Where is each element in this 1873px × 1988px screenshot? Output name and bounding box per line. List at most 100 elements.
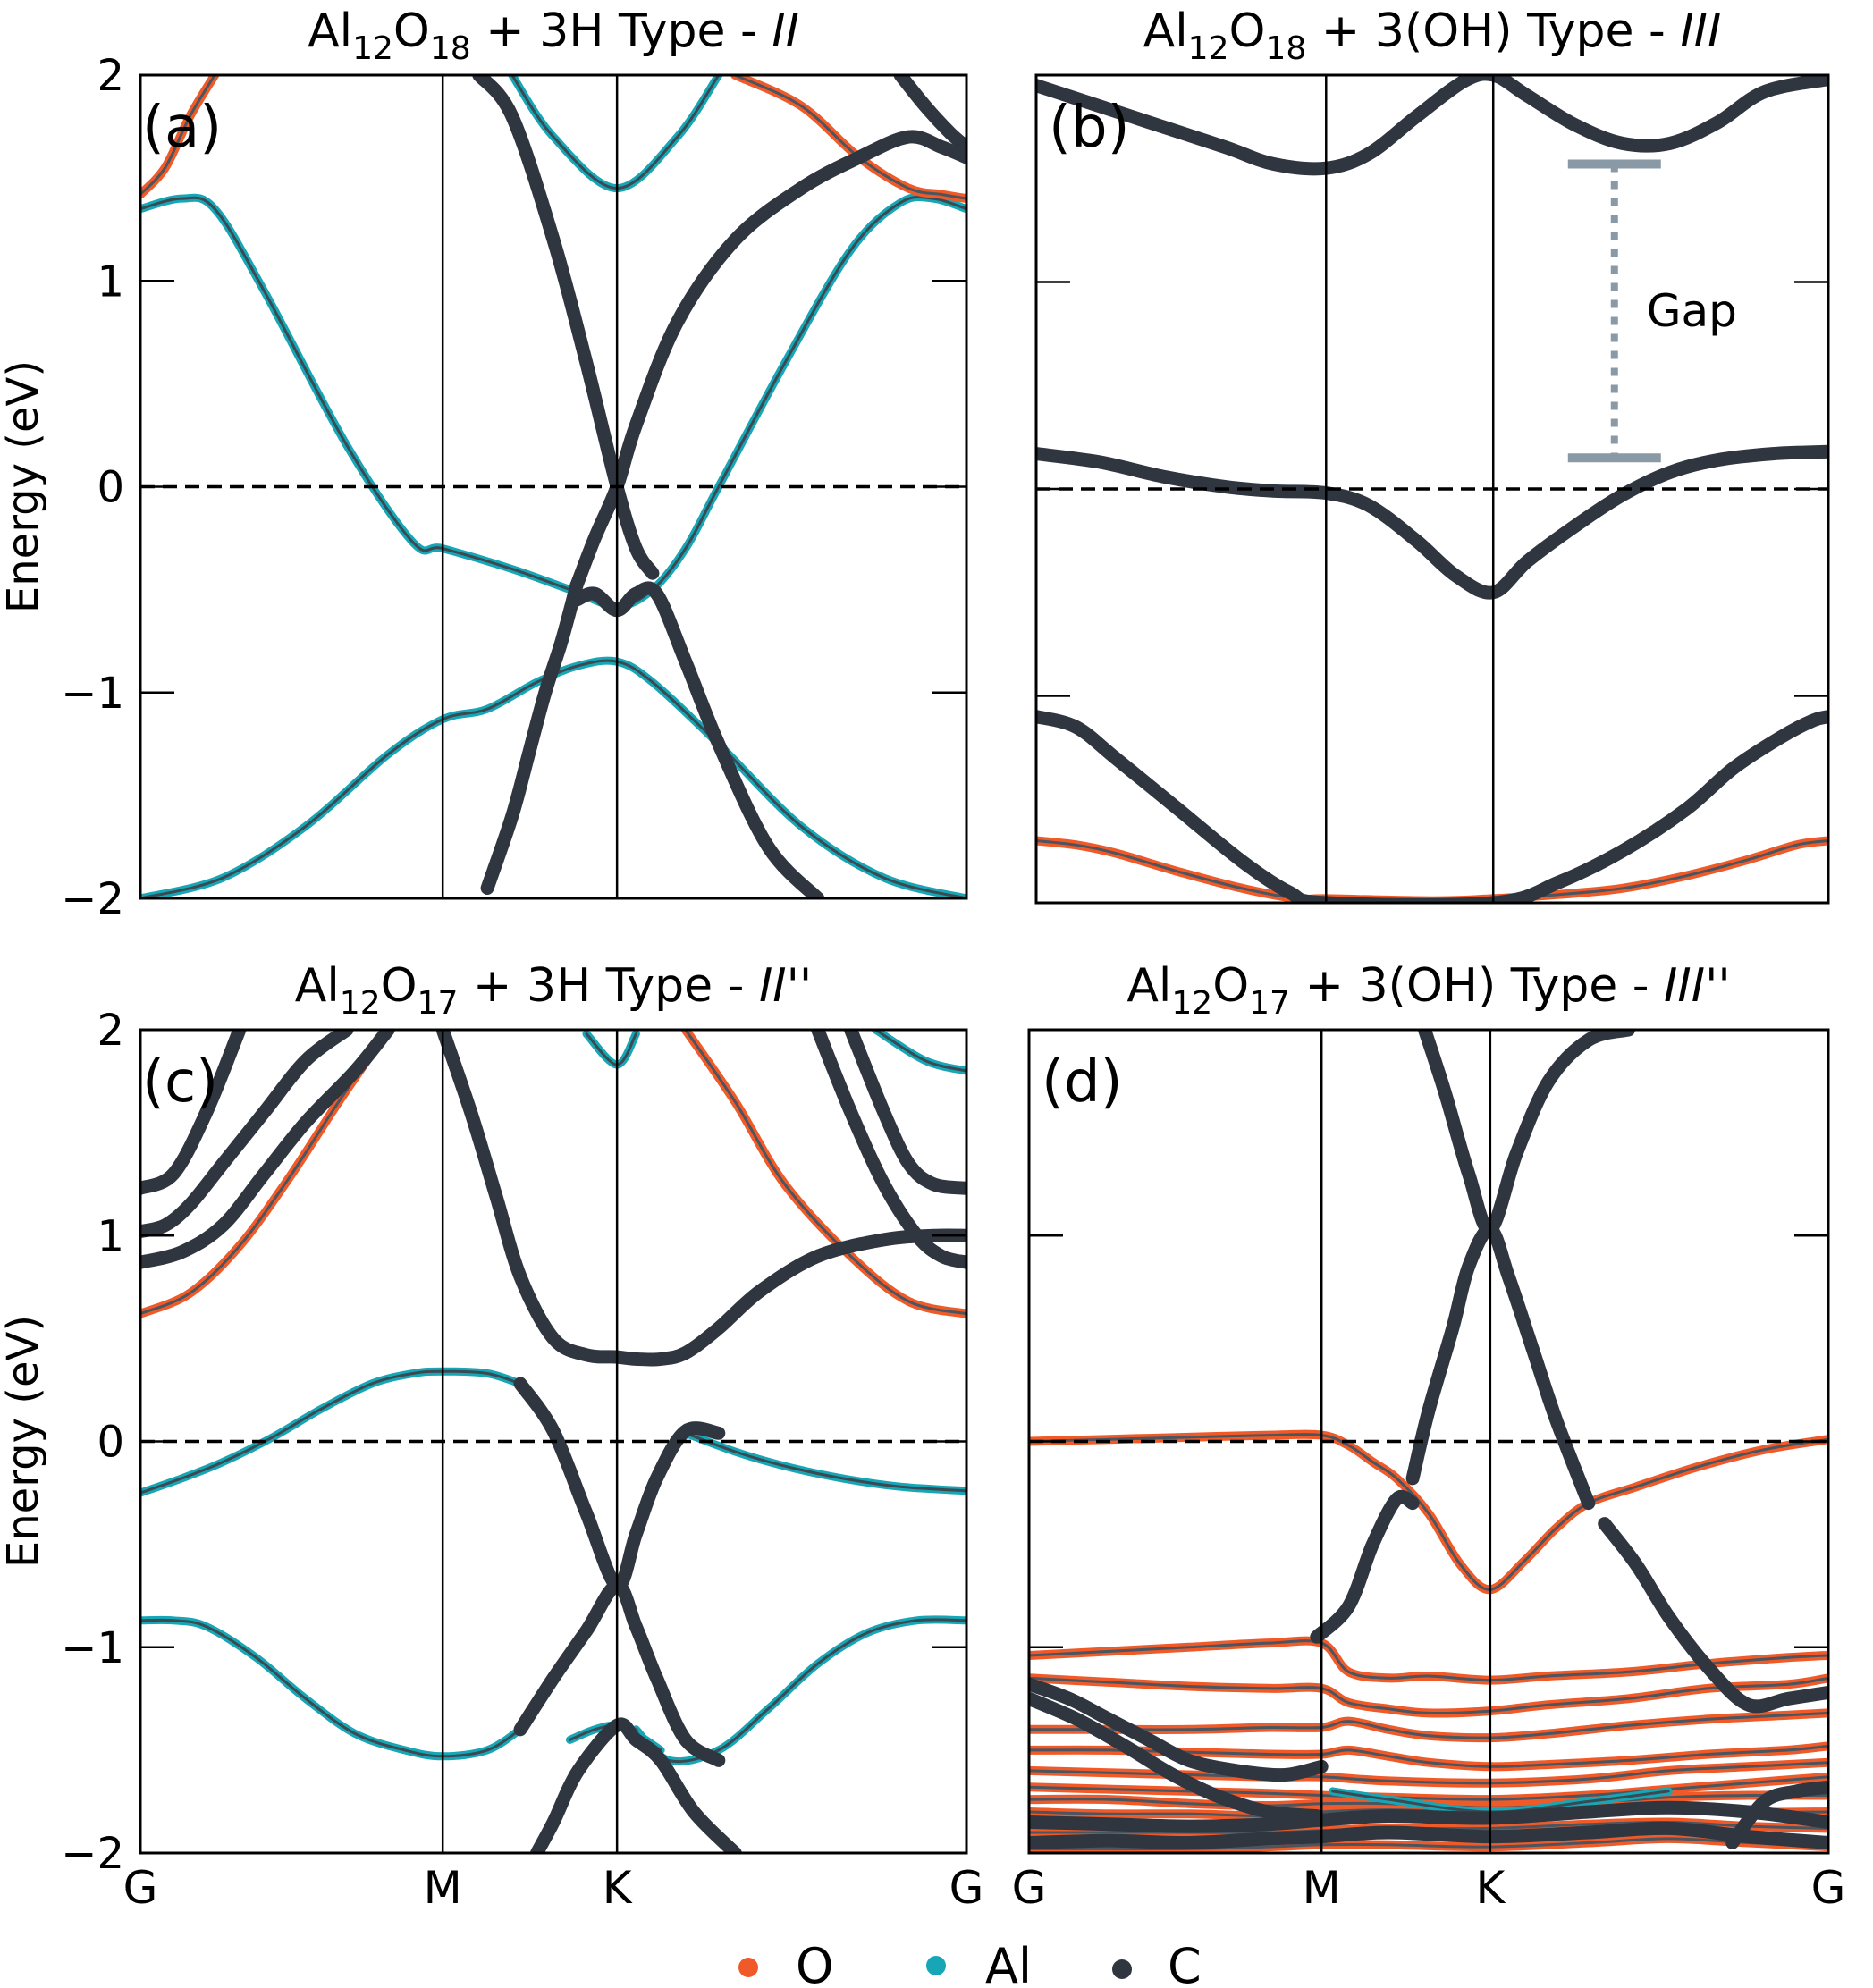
band-c-7-core — [140, 1030, 390, 1316]
band-c-12 — [530, 1717, 742, 1853]
band-c-0-outer — [140, 1367, 525, 1497]
title-b-o-sub: 18 — [1265, 30, 1306, 67]
xtick-label-c-1: M — [424, 1862, 462, 1914]
legend-entry-o: O — [738, 1938, 834, 1988]
title-c-o-sub: 17 — [418, 985, 459, 1022]
band-b-3 — [1036, 836, 1828, 903]
title-c-suffix: '' — [787, 959, 813, 1013]
title-b-al: Al — [1143, 4, 1188, 58]
xtick-label-c-2: K — [603, 1862, 633, 1914]
legend-marker-o — [738, 1958, 758, 1977]
panel-frame-b — [1034, 73, 1830, 905]
band-d-5 — [1029, 1691, 1324, 1824]
band-c-2-core — [140, 1618, 522, 1758]
band-d-9-core — [1029, 1433, 1828, 1591]
title-a-al-sub: 12 — [352, 30, 393, 67]
title-d-al: Al — [1126, 959, 1171, 1013]
band-a-8-core — [733, 75, 966, 200]
panel-label-a: (a) — [142, 95, 222, 161]
panel-title-b: Al12O18 + 3(OH) Type - III — [1143, 4, 1722, 67]
band-b-1 — [1036, 444, 1828, 600]
ylabel-c: Energy (eV) — [0, 1315, 48, 1568]
band-c-0-core — [140, 1369, 522, 1495]
ytick-label-c-2: 0 — [97, 1418, 124, 1468]
band-c-15 — [140, 1030, 247, 1195]
band-d-11-core — [1029, 1676, 1828, 1714]
xtick-label-d-1: M — [1303, 1862, 1341, 1914]
panel-frame-c — [139, 1028, 968, 1855]
band-d-9 — [1029, 1429, 1828, 1595]
band-a-1-outer — [140, 656, 966, 898]
band-d-13-core — [1029, 1744, 1828, 1768]
title-d-o: O — [1212, 959, 1249, 1013]
band-a-4 — [569, 130, 966, 593]
band-a-3 — [472, 75, 660, 580]
gap-annotation: Gap — [1567, 159, 1737, 463]
band-d-12-core — [1029, 1711, 1828, 1740]
band-a-6 — [569, 581, 825, 898]
xtick-label-d-2: K — [1475, 1862, 1506, 1914]
ytick-label-a-4: 2 — [97, 51, 124, 101]
band-c-6 — [871, 1030, 966, 1075]
band-c-11 — [513, 1579, 726, 1767]
xtick-label-c-3: G — [949, 1862, 984, 1914]
legend-marker-al — [926, 1956, 946, 1975]
panel-frame-d — [1027, 1028, 1830, 1855]
panel-title-c: Al12O17 + 3H Type - II'' — [295, 959, 812, 1022]
title-c-rest: + 3H Type - — [458, 959, 759, 1013]
band-d-2 — [1310, 1489, 1420, 1644]
legend-entry-al: Al — [926, 1938, 1032, 1988]
title-a-type: II — [772, 4, 799, 58]
title-a-o: O — [393, 4, 430, 58]
band-b-0 — [1036, 75, 1828, 176]
band-d-8 — [1725, 1780, 1828, 1849]
band-c-3-core — [634, 1618, 966, 1764]
panel-label-b: (b) — [1049, 95, 1130, 161]
panel-b: (b)Al12O18 + 3(OH) Type - III Gap — [1034, 4, 1830, 905]
title-a-o-sub: 18 — [430, 30, 471, 67]
band-c-8 — [680, 1030, 966, 1318]
title-d-al-sub: 12 — [1171, 985, 1212, 1022]
band-d-3 — [1598, 1517, 1828, 1714]
xtick-label-c-0: G — [123, 1862, 158, 1914]
band-c-9 — [435, 1030, 966, 1367]
band-c-0 — [140, 1367, 525, 1497]
band-d-7 — [1029, 1821, 1828, 1850]
band-c-6-outer — [871, 1030, 966, 1075]
title-a-al: Al — [308, 4, 352, 58]
bands-a — [140, 75, 966, 898]
legend-entry-c: C — [1112, 1938, 1202, 1988]
band-a-1-core — [140, 659, 966, 898]
legend-label-c: C — [1168, 1938, 1202, 1988]
title-c-type: II — [759, 959, 787, 1013]
title-c-al: Al — [295, 959, 340, 1013]
band-d-6 — [1029, 1800, 1828, 1833]
legend: O Al C — [738, 1938, 1202, 1988]
band-d-1 — [1405, 1222, 1596, 1511]
legend-marker-c — [1112, 1959, 1132, 1979]
panel-d: G M K G (d)Al12O17 + 3(OH) Type - III'' — [1012, 959, 1846, 1914]
title-d-suffix: '' — [1705, 959, 1731, 1013]
title-c-o: O — [381, 959, 418, 1013]
ylabel-a: Energy (eV) — [0, 360, 48, 613]
band-a-1 — [140, 656, 966, 898]
band-a-8 — [730, 75, 966, 204]
ytick-label-c-3: 1 — [97, 1211, 124, 1261]
band-a-2-outer — [508, 75, 723, 193]
title-b-al-sub: 12 — [1188, 30, 1229, 67]
gap-label: Gap — [1647, 285, 1737, 337]
band-c-17 — [811, 1030, 966, 1269]
band-c-10 — [513, 1377, 726, 1593]
title-b-o: O — [1228, 4, 1265, 58]
bands-d — [1029, 1030, 1828, 1853]
band-a-9 — [140, 75, 220, 199]
band-c-3 — [631, 1615, 966, 1766]
panel-frame-a — [139, 73, 968, 900]
title-d-o-sub: 17 — [1249, 985, 1290, 1022]
title-c-al-sub: 12 — [340, 985, 381, 1022]
title-a-rest: + 3H Type - — [471, 4, 772, 58]
band-c-7 — [140, 1030, 393, 1318]
ytick-label-a-0: −2 — [61, 874, 124, 924]
band-c-2-outer — [140, 1615, 525, 1761]
